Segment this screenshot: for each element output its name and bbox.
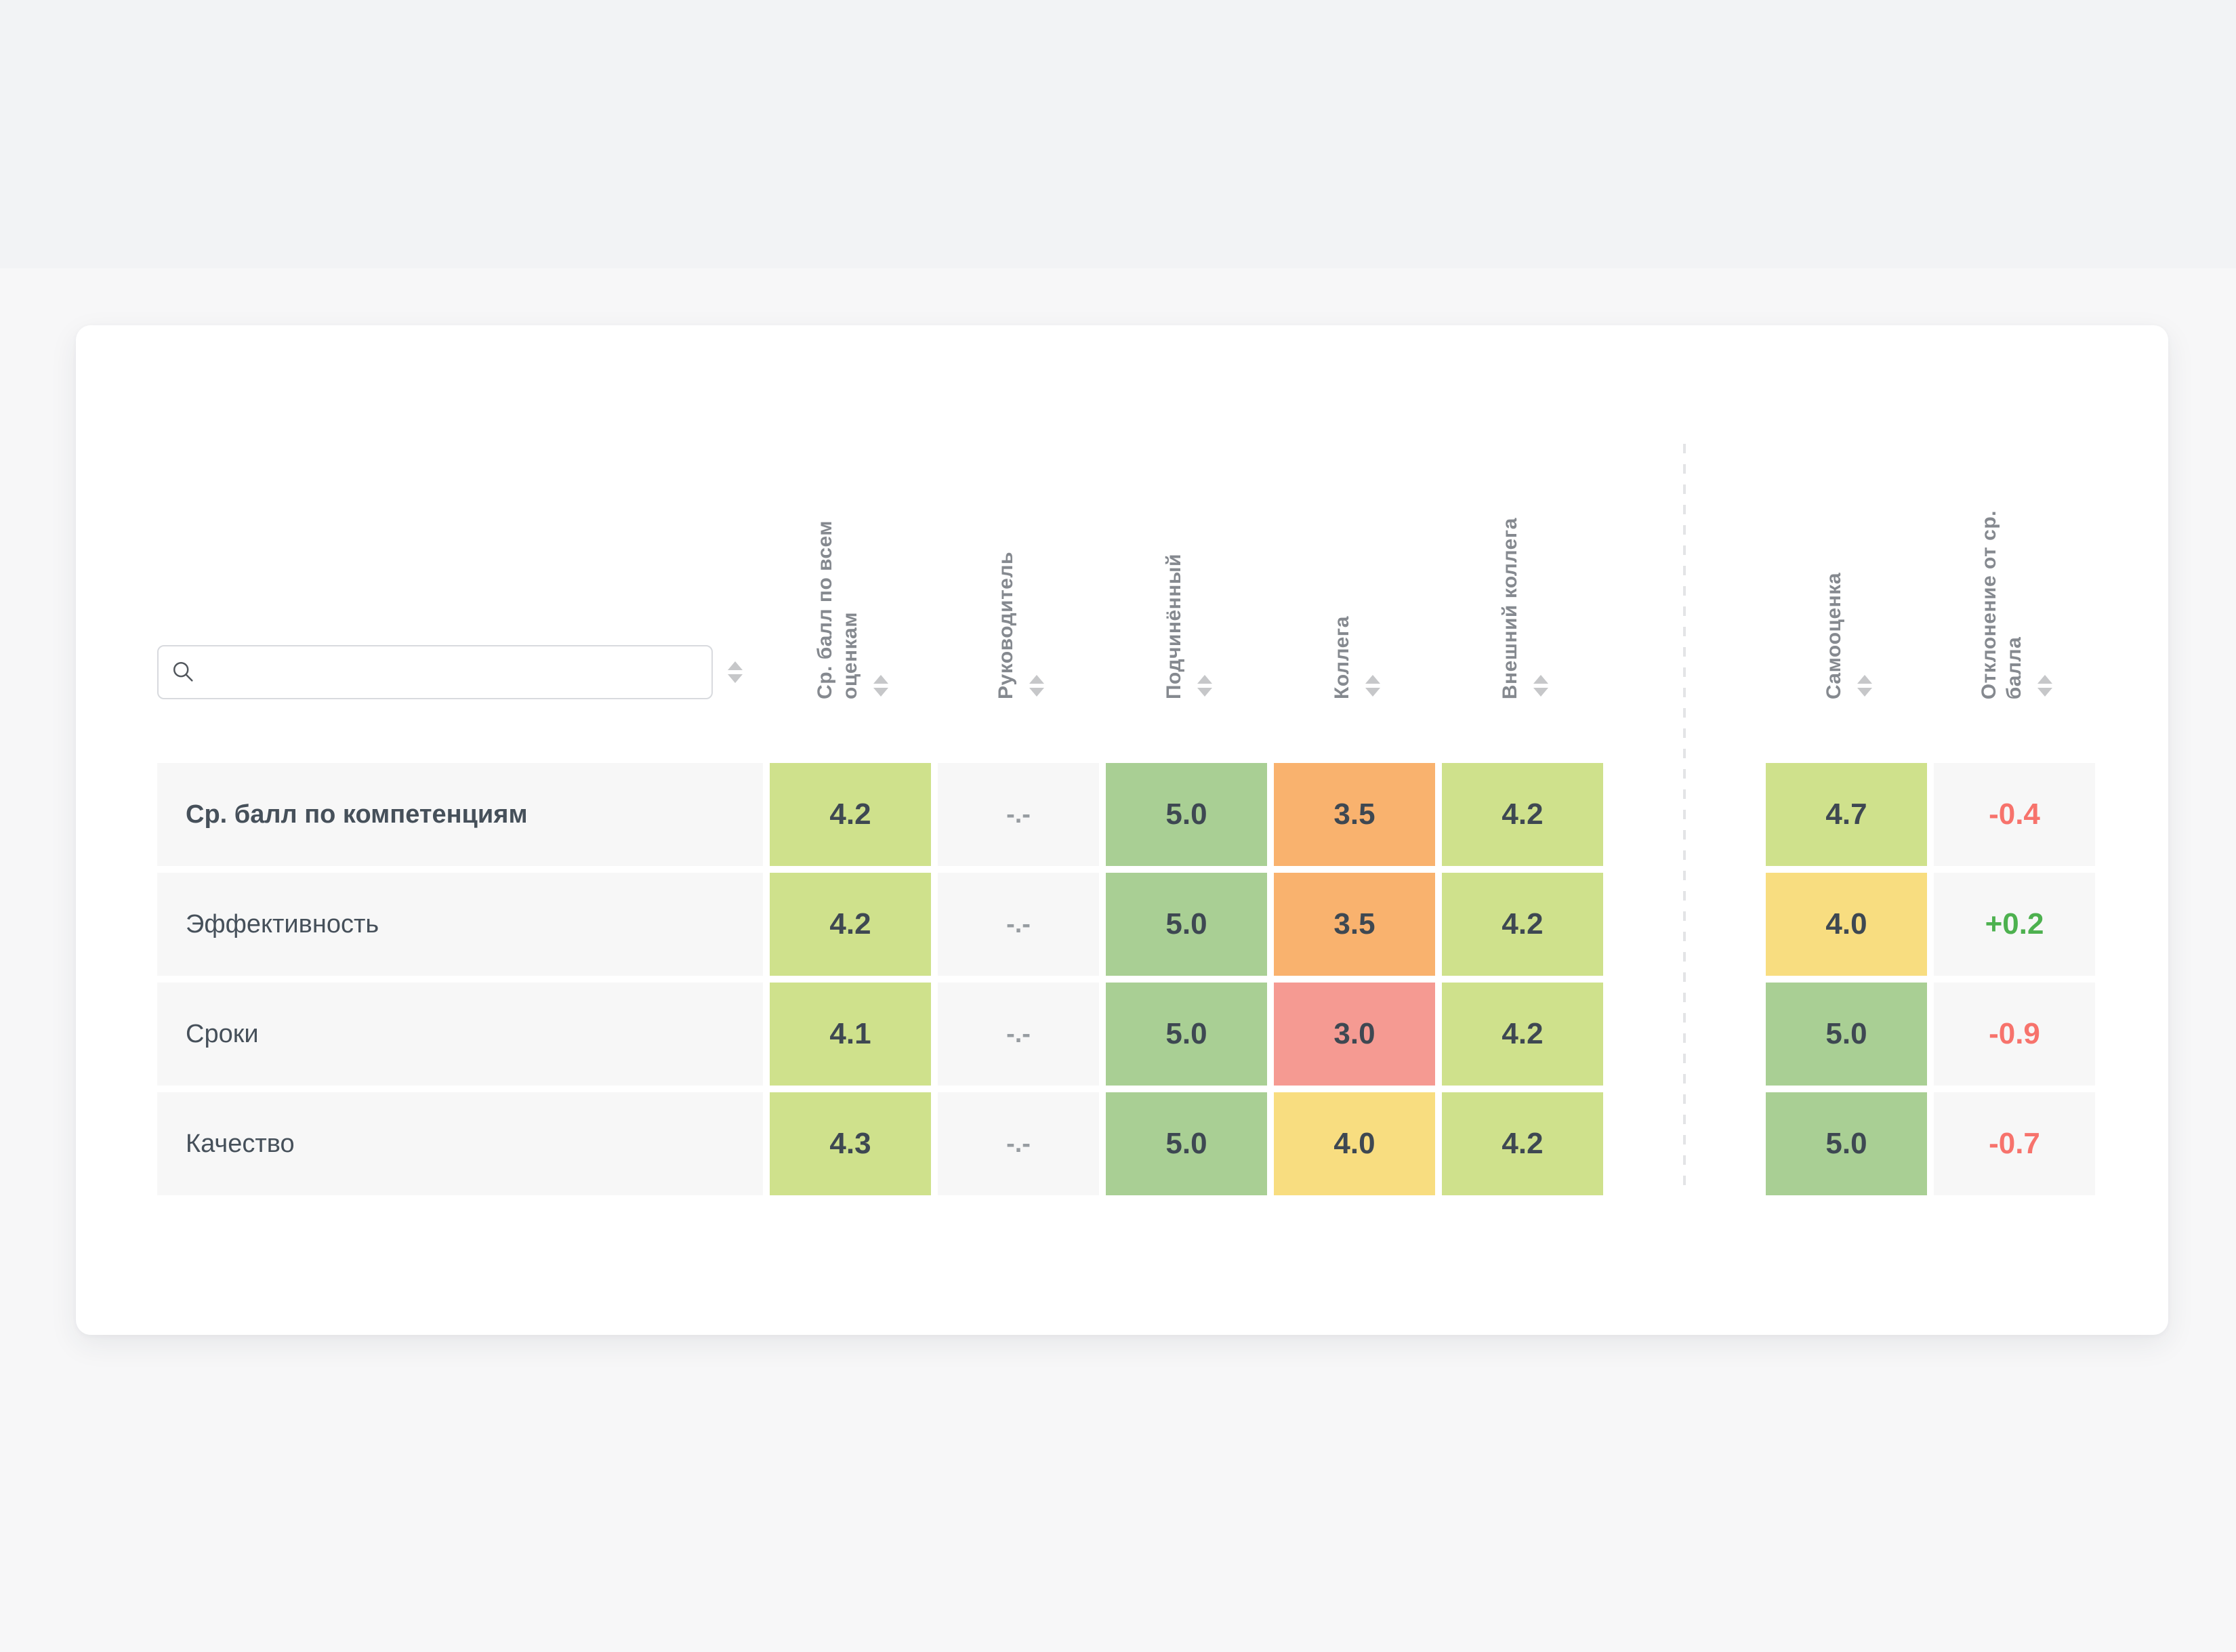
score-cell: 4.2 xyxy=(1442,763,1603,866)
dashed-divider xyxy=(1683,444,1686,1195)
sort-icon-external_peer[interactable] xyxy=(1533,675,1548,697)
deviation-cell: -0.9 xyxy=(1934,983,2095,1086)
score-cell: 4.2 xyxy=(770,763,931,866)
column-header-label: Самооценка xyxy=(1822,572,1845,699)
row-label: Эффективность xyxy=(157,873,763,976)
score-cell: -.- xyxy=(938,983,1099,1086)
column-header-external_peer[interactable]: Внешний коллега xyxy=(1442,325,1603,756)
scores-table: Ср. балл по всем оценкам Руководитель Подч… xyxy=(157,325,2095,1195)
sort-desc-arrow-icon xyxy=(1197,688,1212,697)
row-label: Качество xyxy=(157,1092,763,1195)
sort-asc-arrow-icon xyxy=(1533,675,1548,684)
row-label: Ср. балл по компетенциям xyxy=(157,763,763,866)
sort-icon-deviation[interactable] xyxy=(2037,675,2052,697)
sort-asc-arrow-icon xyxy=(1197,675,1212,684)
sort-icon-rows[interactable] xyxy=(728,661,743,683)
search-input[interactable] xyxy=(206,648,699,697)
score-cell: 4.2 xyxy=(770,873,931,976)
sort-desc-arrow-icon xyxy=(2037,688,2052,697)
deviation-cell: +0.2 xyxy=(1934,873,2095,976)
score-cell: 5.0 xyxy=(1106,983,1267,1086)
sort-icon-peer[interactable] xyxy=(1365,675,1380,697)
sort-asc-arrow-icon xyxy=(873,675,888,684)
sort-asc-arrow-icon xyxy=(728,661,743,670)
score-cell: 4.2 xyxy=(1442,873,1603,976)
sort-desc-arrow-icon xyxy=(1365,688,1380,697)
column-header-label: Коллега xyxy=(1330,616,1353,699)
sort-desc-arrow-icon xyxy=(1029,688,1044,697)
row-label: Сроки xyxy=(157,983,763,1086)
column-header-label: Отклонение от ср. балла xyxy=(1978,510,2025,699)
score-cell: 3.0 xyxy=(1274,983,1435,1086)
score-cell: 3.5 xyxy=(1274,763,1435,866)
column-header-label: Подчинённый xyxy=(1162,553,1185,699)
sort-desc-arrow-icon xyxy=(1857,688,1872,697)
search-box[interactable] xyxy=(157,645,713,699)
sort-desc-arrow-icon xyxy=(728,674,743,683)
score-cell: 4.1 xyxy=(770,983,931,1086)
column-header-manager[interactable]: Руководитель xyxy=(938,325,1099,756)
column-header-avg_all[interactable]: Ср. балл по всем оценкам xyxy=(770,325,931,756)
sort-icon-avg_all[interactable] xyxy=(873,675,888,697)
column-header-deviation[interactable]: Отклонение от ср. балла xyxy=(1934,325,2095,756)
score-cell: 4.2 xyxy=(1442,983,1603,1086)
score-cell: -.- xyxy=(938,763,1099,866)
score-cell: 4.3 xyxy=(770,1092,931,1195)
score-cell: 5.0 xyxy=(1766,983,1927,1086)
score-cell: 5.0 xyxy=(1106,1092,1267,1195)
score-cell: 5.0 xyxy=(1766,1092,1927,1195)
score-cell: 4.0 xyxy=(1766,873,1927,976)
sort-asc-arrow-icon xyxy=(1857,675,1872,684)
top-band xyxy=(0,0,2236,268)
score-cell: 4.7 xyxy=(1766,763,1927,866)
results-card: Ср. балл по всем оценкам Руководитель Подч… xyxy=(76,325,2168,1335)
sort-asc-arrow-icon xyxy=(1365,675,1380,684)
score-cell: -.- xyxy=(938,1092,1099,1195)
column-header-label: Ср. балл по всем оценкам xyxy=(814,520,861,699)
score-cell: 5.0 xyxy=(1106,763,1267,866)
search-header-cell xyxy=(157,325,763,756)
sort-desc-arrow-icon xyxy=(873,688,888,697)
score-cell: 5.0 xyxy=(1106,873,1267,976)
score-cell: 4.2 xyxy=(1442,1092,1603,1195)
sort-desc-arrow-icon xyxy=(1533,688,1548,697)
sort-asc-arrow-icon xyxy=(1029,675,1044,684)
score-cell: -.- xyxy=(938,873,1099,976)
column-header-self[interactable]: Самооценка xyxy=(1766,325,1927,756)
score-cell: 4.0 xyxy=(1274,1092,1435,1195)
column-header-peer[interactable]: Коллега xyxy=(1274,325,1435,756)
column-header-label: Руководитель xyxy=(994,552,1017,699)
sort-icon-subordinate[interactable] xyxy=(1197,675,1212,697)
score-cell: 3.5 xyxy=(1274,873,1435,976)
search-icon xyxy=(173,661,193,682)
sort-asc-arrow-icon xyxy=(2037,675,2052,684)
sort-icon-self[interactable] xyxy=(1857,675,1872,697)
deviation-cell: -0.4 xyxy=(1934,763,2095,866)
deviation-cell: -0.7 xyxy=(1934,1092,2095,1195)
sort-icon-manager[interactable] xyxy=(1029,675,1044,697)
column-header-label: Внешний коллега xyxy=(1498,517,1521,699)
column-header-subordinate[interactable]: Подчинённый xyxy=(1106,325,1267,756)
